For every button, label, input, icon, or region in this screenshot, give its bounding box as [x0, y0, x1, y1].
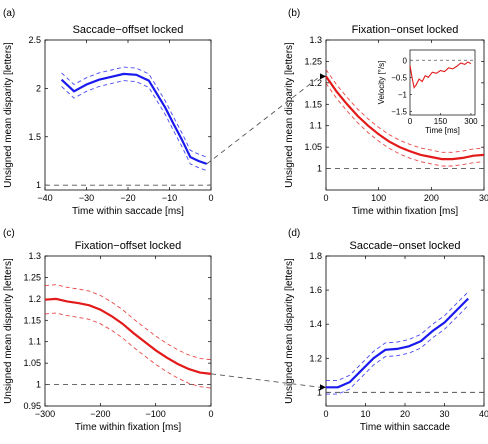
panel-saccade-offset: −40 −30 −20 −10 0 1 1.5 2 2.5 Saccade−offset lock…	[3, 8, 214, 217]
y-tick-label: 1	[317, 164, 322, 174]
y-tick-label: 1.3	[28, 251, 41, 261]
y-tick-label: 1.4	[309, 319, 322, 329]
mean-line	[326, 297, 469, 389]
plot-frame	[44, 255, 212, 407]
inset-x-tick-label: 300	[464, 117, 478, 126]
y-tick-label: 1	[36, 380, 41, 390]
y-tick-label: 1.2	[309, 353, 322, 363]
panel-title: Fixation−offset locked	[75, 240, 182, 252]
y-tick-label: 1.2	[28, 294, 41, 304]
velocity-inset: 0 150 300 −1.5 −1 −0.5 0 Time [ms] Velocity [°/s…	[377, 49, 478, 135]
y-tick-label: 1.5	[28, 132, 41, 142]
y-tick-label: 1.05	[23, 358, 41, 368]
x-tick-label: 40	[479, 409, 488, 419]
link-arrowhead	[320, 73, 326, 80]
mean-line	[325, 75, 485, 161]
inset-y-tick-label: −0.5	[391, 73, 407, 82]
y-tick-label: 2	[36, 83, 41, 93]
upper-ci-line	[44, 284, 212, 361]
x-tick-label: −10	[162, 193, 177, 203]
y-tick-label: 1	[36, 180, 41, 190]
y-tick-label: 1.6	[309, 285, 322, 295]
x-tick-label: 100	[371, 193, 386, 203]
y-tick-label: 1.25	[23, 272, 41, 282]
x-tick-label: 0	[323, 409, 328, 419]
lower-ci-line	[325, 83, 485, 167]
mean-line	[44, 297, 212, 375]
y-tick-label: 1	[317, 387, 322, 397]
y-tick-label: 1.15	[23, 315, 41, 325]
lower-ci-line	[44, 312, 212, 389]
y-tick-label: 1.1	[28, 337, 41, 347]
x-tick-label: 200	[424, 193, 439, 203]
x-tick-label: −200	[90, 409, 110, 419]
inset-y-axis-label: Velocity [°/s]	[377, 61, 386, 105]
inset-x-tick-label: 150	[434, 117, 448, 126]
x-tick-label: 30	[439, 409, 449, 419]
x-tick-label: 0	[208, 409, 213, 419]
lower-ci-line	[326, 305, 469, 395]
y-tick-label: 1.3	[309, 35, 322, 45]
connector-c-to-d	[210, 373, 321, 388]
inset-x-axis-label: Time [ms]	[425, 126, 460, 135]
y-axis-label: Unsigned mean disparity [letters]	[3, 42, 14, 188]
x-tick-label: −20	[120, 193, 135, 203]
panel-saccade-onset: 0 10 20 30 40 1 1.2 1.4 1.6 1.8 Saccade−onset lock…	[284, 228, 488, 433]
panel-label: (a)	[3, 8, 15, 19]
x-tick-label: 0	[208, 193, 213, 203]
mean-line	[60, 72, 208, 165]
upper-ci-line	[326, 291, 469, 381]
link-arrowhead	[320, 384, 326, 391]
y-tick-label: 2.5	[28, 35, 41, 45]
x-tick-label: 20	[400, 409, 410, 419]
plot-frame	[325, 255, 485, 407]
x-tick-label: 30	[479, 193, 488, 203]
inset-y-tick-label: 0	[403, 56, 408, 65]
y-tick-label: 1.2	[309, 78, 322, 88]
upper-ci-line	[325, 69, 485, 153]
plot-frame	[44, 39, 212, 191]
y-axis-label: Unsigned mean disparity [letters]	[3, 258, 14, 404]
panel-label: (b)	[288, 8, 300, 19]
x-axis-label: Time within saccade	[360, 422, 451, 433]
x-axis-label: Time within fixation [ms]	[75, 422, 182, 433]
y-tick-label: 0.95	[23, 401, 41, 411]
y-tick-label: 1.25	[304, 56, 322, 66]
y-tick-label: 1.1	[309, 121, 322, 131]
connector-a-to-b	[206, 76, 321, 165]
inset-velocity-line	[409, 61, 472, 89]
inset-frame	[409, 49, 476, 116]
x-axis-label: Time within fixation [ms]	[352, 206, 459, 217]
x-tick-label: −300	[35, 409, 55, 419]
y-axis-label: Unsigned mean disparity [letters]	[284, 258, 295, 404]
panel-title: Fixation−onset locked	[352, 24, 459, 36]
x-axis-label: Time within saccade [ms]	[72, 206, 184, 217]
inset-y-tick-label: −1.5	[391, 108, 407, 117]
lower-ci-line	[61, 80, 207, 172]
panel-label: (d)	[288, 228, 300, 239]
x-tick-label: 0	[323, 193, 328, 203]
y-tick-label: 1.05	[304, 142, 322, 152]
inset-y-tick-label: −1	[398, 90, 408, 99]
x-tick-label: 10	[360, 409, 370, 419]
x-tick-label: −100	[146, 409, 166, 419]
y-axis-label: Unsigned mean disparity [letters]	[284, 42, 295, 188]
panel-title: Saccade−onset locked	[350, 240, 461, 252]
panel-fixation-offset: −300 −200 −100 0 0.95 1 1.05 1.1 1.15 1.2 1.25 1.3 F…	[3, 228, 214, 433]
x-tick-label: −30	[79, 193, 94, 203]
panel-label: (c)	[3, 228, 15, 239]
y-tick-label: 1.15	[304, 99, 322, 109]
upper-ci-line	[61, 66, 207, 158]
inset-x-tick-label: 0	[408, 117, 413, 126]
y-tick-label: 1.8	[309, 251, 322, 261]
x-tick-label: −40	[37, 193, 52, 203]
panel-title: Saccade−offset locked	[73, 24, 184, 36]
